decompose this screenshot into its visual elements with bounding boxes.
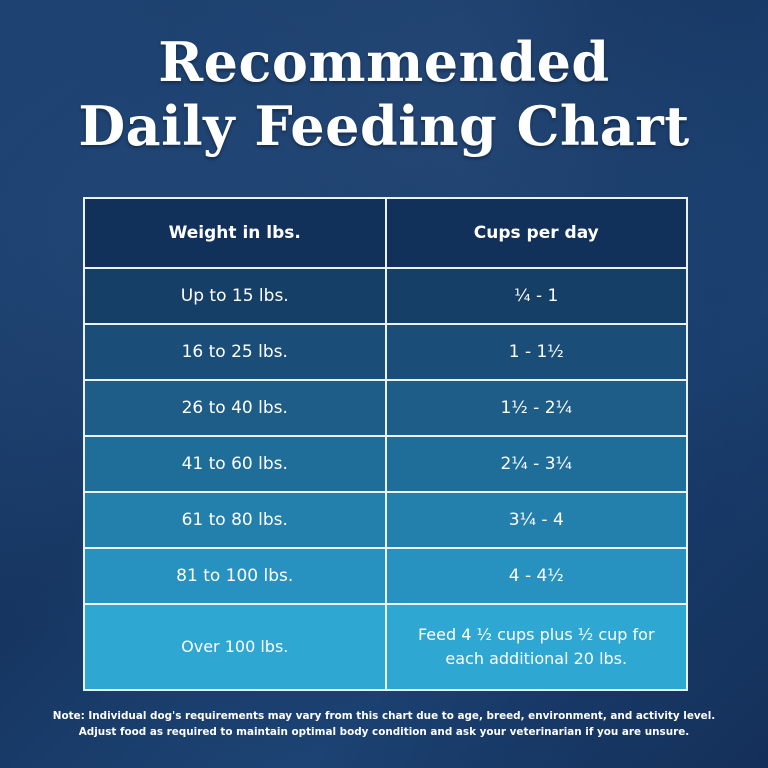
- weight-cell: 16 to 25 lbs.: [83, 322, 387, 381]
- title-line-2: Daily Feeding Chart: [78, 94, 690, 158]
- cups-cell: 3¼ - 4: [384, 490, 688, 549]
- cups-cell: ¼ - 1: [384, 267, 688, 325]
- weight-cell: Up to 15 lbs.: [83, 267, 387, 325]
- cups-cell: 1 - 1½: [384, 322, 688, 381]
- header-weight: Weight in lbs.: [83, 197, 387, 269]
- header-cups: Cups per day: [384, 197, 688, 269]
- title-line-1: Recommended: [158, 30, 610, 94]
- table-row: Over 100 lbs. Feed 4 ½ cups plus ½ cup fo…: [83, 602, 688, 692]
- cups-cell: 2¼ - 3¼: [384, 434, 688, 493]
- weight-cell: 81 to 100 lbs.: [83, 546, 387, 605]
- weight-cell: 61 to 80 lbs.: [83, 490, 387, 549]
- chart-title: Recommended Daily Feeding Chart: [0, 30, 768, 158]
- note-line-2: Adjust food as required to maintain opti…: [78, 726, 690, 738]
- feeding-note: Note: Individual dog's requirements may …: [0, 708, 768, 740]
- weight-cell: 26 to 40 lbs.: [83, 378, 387, 437]
- feeding-table: Weight in lbs. Cups per day Up to 15 lbs…: [83, 197, 688, 692]
- cups-cell: 1½ - 2¼: [384, 378, 688, 437]
- table-row: 26 to 40 lbs. 1½ - 2¼: [83, 378, 688, 437]
- table-row: 41 to 60 lbs. 2¼ - 3¼: [83, 434, 688, 493]
- table-row: 16 to 25 lbs. 1 - 1½: [83, 322, 688, 381]
- table-row: 61 to 80 lbs. 3¼ - 4: [83, 490, 688, 549]
- table-row: 81 to 100 lbs. 4 - 4½: [83, 546, 688, 605]
- note-line-1: Note: Individual dog's requirements may …: [52, 710, 716, 722]
- weight-cell: 41 to 60 lbs.: [83, 434, 387, 493]
- weight-cell: Over 100 lbs.: [83, 602, 387, 692]
- cups-cell: 4 - 4½: [384, 546, 688, 605]
- cups-cell: Feed 4 ½ cups plus ½ cup for each additi…: [384, 602, 688, 692]
- table-header-row: Weight in lbs. Cups per day: [83, 197, 688, 269]
- table-row: Up to 15 lbs. ¼ - 1: [83, 267, 688, 325]
